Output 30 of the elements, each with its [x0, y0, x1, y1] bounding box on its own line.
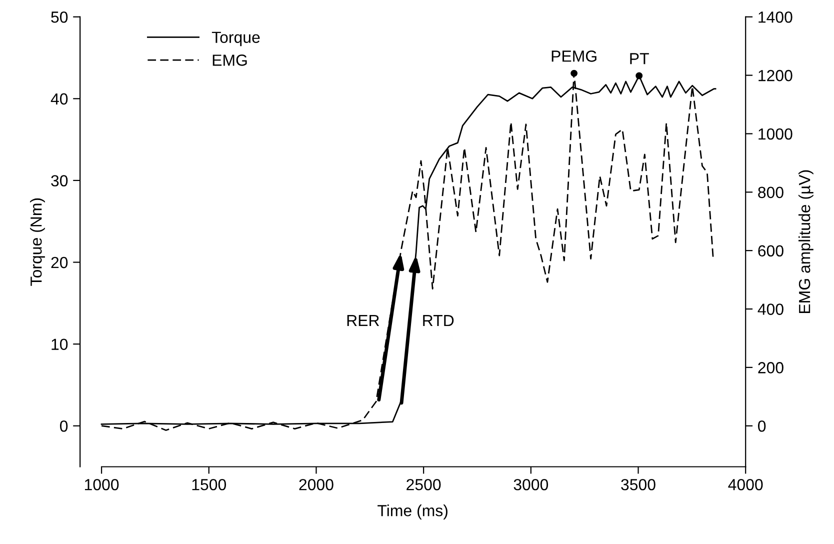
y-tick-label: 20: [51, 256, 68, 268]
x-tick-label: 1500: [192, 478, 226, 490]
x-axis-title: Time (ms): [378, 504, 448, 520]
y2-tick-label: 800: [758, 186, 784, 198]
y-tick-label: 50: [51, 12, 68, 23]
y2-tick-label: 1200: [758, 70, 792, 82]
y-tick-label: 40: [50, 93, 68, 105]
y2-tick-label: 0: [758, 420, 766, 432]
y-tick-label: 30: [51, 175, 68, 186]
y2-tick-label: 1400: [758, 12, 792, 23]
y2-tick-label: 400: [758, 304, 784, 315]
y2-axis-title: EMG amplitude (µV): [798, 170, 814, 313]
y2-tick-label: 600: [758, 245, 784, 257]
y-axis-title: Torque (Nm): [30, 198, 45, 286]
x-tick-label: 2000: [299, 478, 334, 490]
y-tick-label: 10: [52, 338, 68, 350]
annotation: RTD: [423, 315, 454, 326]
x-tick-label: 3500: [621, 478, 656, 490]
legend-label: EMG: [212, 54, 247, 66]
x-tick-label: 2500: [406, 478, 441, 490]
annotation: PEMG: [552, 50, 596, 62]
legend-label: Torque: [212, 32, 260, 46]
x-tick-label: 4000: [728, 478, 763, 490]
y-tick-label: 0: [60, 420, 68, 432]
x-tick-label: 1000: [84, 478, 119, 490]
x-tick-label: 3000: [514, 478, 548, 490]
y2-tick-label: 1000: [758, 128, 792, 140]
y2-tick-label: 200: [758, 362, 784, 374]
annotation: PT: [630, 53, 649, 64]
annotation: RER: [347, 315, 380, 326]
